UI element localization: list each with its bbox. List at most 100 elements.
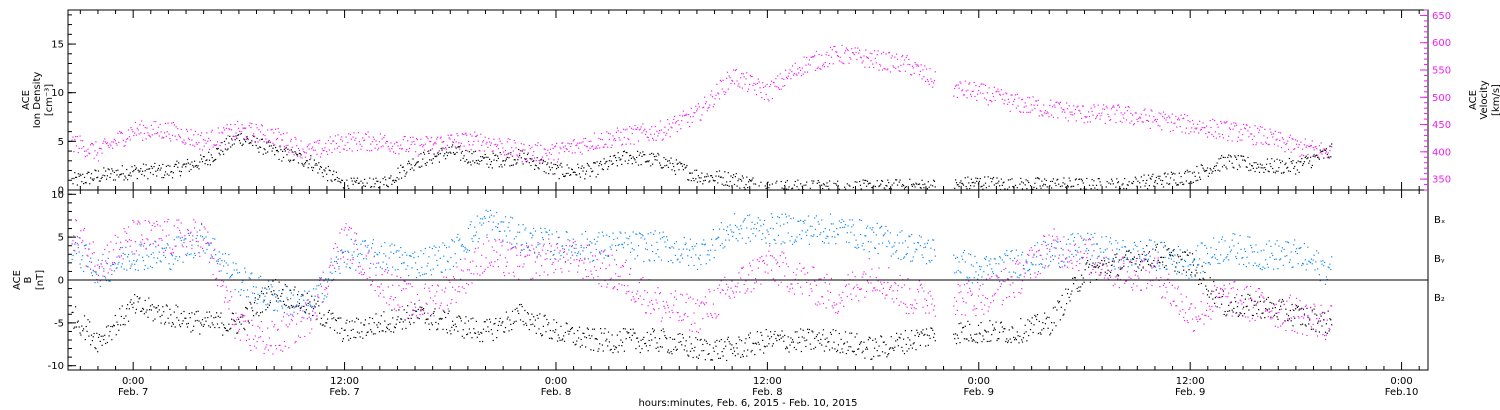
velocity-series-point [1081, 117, 1083, 119]
velocity-series-point [1235, 122, 1237, 124]
velocity-series-point [1130, 112, 1132, 114]
density-series-point [1229, 155, 1231, 157]
velocity-series-point [1286, 142, 1288, 145]
velocity-series-point [1208, 131, 1210, 133]
density-series-point [1085, 188, 1087, 190]
velocity-series-point [232, 136, 234, 138]
by-series-point [418, 272, 420, 274]
velocity-series-point [990, 99, 992, 102]
by-series-point [851, 226, 853, 228]
velocity-series-point [524, 149, 526, 151]
velocity-series-point [1236, 124, 1238, 126]
velocity-series-point [913, 72, 915, 74]
density-series-point [653, 156, 655, 158]
velocity-series-point [794, 62, 796, 64]
velocity-series-point [369, 150, 371, 152]
bx-series-point [499, 317, 501, 319]
density-series-point [598, 165, 600, 167]
bx-series-point [777, 335, 780, 337]
by-series-point [437, 264, 439, 266]
density-series-point [823, 184, 825, 186]
bx-series-point [526, 312, 529, 314]
bx-series-point [491, 333, 493, 335]
bx-series-point [698, 354, 700, 356]
by-series-point [703, 239, 705, 241]
density-series-point [698, 177, 700, 179]
density-series-point [999, 185, 1001, 187]
bx-series-point [337, 317, 339, 319]
velocity-series-point [332, 140, 334, 142]
bx-series-point [450, 333, 452, 335]
velocity-series-point [558, 152, 560, 154]
velocity-series-point [155, 121, 157, 123]
density-series-point [978, 180, 980, 182]
bx-series-point [871, 358, 873, 360]
velocity-series-point [140, 132, 142, 134]
bx-series-point [101, 344, 103, 346]
density-series-point [452, 144, 454, 146]
bx-series-point [152, 320, 154, 322]
by-series-point [398, 250, 400, 252]
density-series-point [902, 184, 904, 186]
density-series-point [1265, 169, 1267, 171]
velocity-series-point [338, 145, 340, 147]
velocity-series-point [265, 138, 267, 140]
density-series-point [500, 164, 502, 166]
velocity-series-point [597, 144, 599, 146]
density-series-point [919, 187, 921, 189]
velocity-series-point [442, 141, 444, 143]
bx-series-point [1247, 293, 1249, 295]
by-series-point [175, 256, 177, 258]
bx-series-point [714, 341, 716, 343]
velocity-series-point [528, 145, 530, 147]
velocity-series-point [659, 130, 661, 132]
bx-series-point [482, 340, 484, 343]
by-series-point [403, 262, 405, 264]
bx-series-point [278, 281, 280, 283]
velocity-series-point [1294, 148, 1296, 150]
by-series-point [526, 247, 529, 249]
bx-series-point [1149, 264, 1151, 266]
density-series-point [1290, 161, 1292, 163]
bx-series-point [750, 351, 752, 353]
density-series-point [1126, 184, 1128, 186]
velocity-series-point [201, 149, 204, 151]
by-series-point [768, 233, 770, 236]
velocity-series-point [110, 145, 112, 147]
by-series-point [546, 231, 548, 233]
by-series-point [338, 266, 340, 268]
bx-series-point [156, 307, 158, 309]
density-series-point [299, 153, 301, 155]
density-series-point [1002, 182, 1004, 184]
density-series-point [657, 152, 659, 155]
density-series-point [182, 164, 184, 166]
density-series-point [341, 179, 343, 181]
density-series-point [652, 163, 654, 165]
bx-series-point [902, 350, 904, 352]
bx-series-point [412, 309, 414, 311]
bx-series-point [655, 347, 657, 349]
bx-series-point [1287, 315, 1290, 317]
by-series-point [618, 243, 620, 246]
velocity-series-point [162, 136, 164, 138]
density-series-point [893, 182, 895, 184]
bx-series-point [286, 285, 288, 288]
velocity-series-point [100, 148, 102, 150]
velocity-series-point [571, 143, 573, 145]
density-series-point [304, 162, 307, 164]
density-series-point [1170, 171, 1172, 173]
by-series-point [674, 254, 677, 256]
velocity-series-point [222, 132, 224, 134]
by-series-point [97, 259, 100, 261]
density-series-point [1245, 166, 1247, 168]
bx-series-point [1251, 300, 1253, 302]
by-series-point [83, 245, 86, 247]
bx-series-point [1260, 317, 1262, 319]
velocity-series-point [489, 144, 492, 146]
density-series-point [1304, 156, 1306, 159]
by-series-point [736, 226, 738, 228]
density-series-point [707, 175, 709, 177]
density-series-point [431, 162, 433, 164]
by-series-point [722, 247, 724, 249]
velocity-series-point [1076, 106, 1078, 108]
